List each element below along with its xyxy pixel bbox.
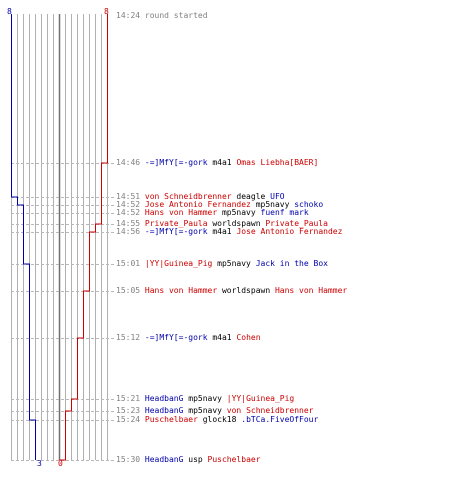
log-time: 14:46	[116, 158, 145, 167]
log-weapon: worldspawn	[207, 219, 266, 228]
log-player: Jose Antonio Fernandez	[144, 200, 251, 209]
log-weapon: mp5navy	[217, 208, 261, 217]
log-player: -=]MfY[=-gork	[144, 333, 208, 342]
log-entry: 14:56 -=]MfY[=-gork m4a1 Jose Antonio Fe…	[116, 227, 342, 237]
log-player: Cohen	[236, 333, 261, 342]
log-player: fuenf mark	[260, 208, 309, 217]
log-entry: 15:23 HeadbanG mp5navy von Schneidbrenne…	[116, 406, 314, 416]
log-player: Hans von Hammer	[274, 286, 348, 295]
log-weapon: worldspawn	[217, 286, 275, 295]
log-player: |YY|Guinea_Pig	[226, 394, 295, 403]
log-entry: 14:55 Private_Paula worldspawn Private_P…	[116, 219, 328, 229]
log-time: 14:52	[116, 200, 145, 209]
log-time: 14:51	[116, 192, 145, 201]
log-weapon: usp	[183, 455, 208, 464]
log-weapon: deagle	[231, 192, 271, 201]
log-player: .bTCa.FiveOfFour	[241, 415, 319, 424]
log-time: 14:52	[116, 208, 145, 217]
log-player: |YY|Guinea_Pig	[144, 259, 213, 268]
log-player: -=]MfY[=-gork	[144, 158, 208, 167]
blue-end-count: 3	[37, 459, 42, 468]
red-team-line	[59, 14, 108, 461]
log-weapon: m4a1	[207, 227, 237, 236]
log-time: 15:23	[116, 406, 145, 415]
log-player: UFO	[270, 192, 285, 201]
log-player: Hans von Hammer	[144, 208, 218, 217]
log-entry: 15:21 HeadbanG mp5navy |YY|Guinea_Pig	[116, 394, 294, 404]
log-player: von Schneidbrenner	[226, 406, 314, 415]
log-player: Puschelbaer	[207, 455, 261, 464]
log-player: Jack in the Box	[255, 259, 328, 268]
log-player: Omas Liebha[BAER]	[236, 158, 319, 167]
log-time: 15:12	[116, 333, 145, 342]
red-end-count: 0	[58, 459, 63, 468]
log-player: HeadbanG	[144, 406, 184, 415]
log-entry: 15:01 |YY|Guinea_Pig mp5navy Jack in the…	[116, 259, 328, 269]
blue-start-count: 8	[7, 7, 12, 16]
log-entry: 14:46 -=]MfY[=-gork m4a1 Omas Liebha[BAE…	[116, 158, 318, 168]
log-entry: 14:52 Jose Antonio Fernandez mp5navy sch…	[116, 200, 323, 210]
log-weapon: m4a1	[207, 333, 237, 342]
log-weapon: glock18	[197, 415, 242, 424]
log-message: round started	[144, 11, 208, 20]
log-entry: 14:51 von Schneidbrenner deagle UFO	[116, 192, 285, 202]
log-player: schoko	[294, 200, 324, 209]
log-player: -=]MfY[=-gork	[144, 227, 208, 236]
log-entry: 15:24 Puschelbaer glock18 .bTCa.FiveOfFo…	[116, 415, 318, 425]
log-time: 14:24	[116, 11, 145, 20]
log-entry: 15:30 HeadbanG usp Puschelbaer	[116, 455, 261, 465]
log-time: 14:55	[116, 219, 145, 228]
log-player: Puschelbaer	[144, 415, 198, 424]
log-entry: 14:24 round started	[116, 11, 208, 21]
log-time: 15:30	[116, 455, 145, 464]
log-player: Private_Paula	[265, 219, 328, 228]
log-time: 15:24	[116, 415, 145, 424]
log-player: Hans von Hammer	[144, 286, 218, 295]
log-time: 15:21	[116, 394, 145, 403]
log-player: HeadbanG	[144, 394, 184, 403]
log-time: 15:05	[116, 286, 145, 295]
log-time: 15:01	[116, 259, 145, 268]
log-player: HeadbanG	[144, 455, 184, 464]
log-entry: 15:12 -=]MfY[=-gork m4a1 Cohen	[116, 333, 261, 343]
log-player: Private_Paula	[144, 219, 208, 228]
log-entry: 15:05 Hans von Hammer worldspawn Hans vo…	[116, 286, 347, 296]
log-weapon: mp5navy	[250, 200, 295, 209]
log-weapon: mp5navy	[183, 406, 227, 415]
log-player: von Schneidbrenner	[144, 192, 232, 201]
log-weapon: mp5navy	[212, 259, 256, 268]
log-weapon: mp5navy	[183, 394, 227, 403]
log-weapon: m4a1	[207, 158, 237, 167]
blue-team-line	[11, 14, 36, 460]
log-entry: 14:52 Hans von Hammer mp5navy fuenf mark	[116, 208, 309, 218]
log-player: Jose Antonio Fernandez	[236, 227, 343, 236]
red-start-count: 8	[104, 7, 109, 16]
log-time: 14:56	[116, 227, 145, 236]
